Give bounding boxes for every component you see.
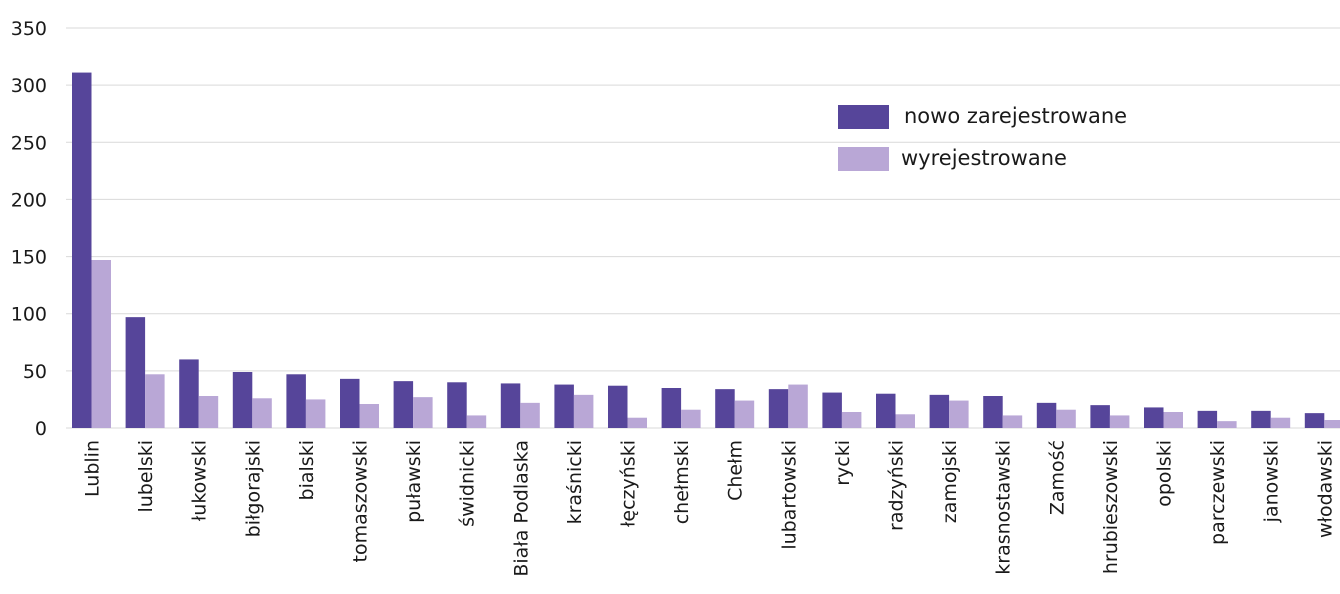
bar-wyrejestrowane — [1163, 412, 1183, 428]
x-category-label: hrubieszowski — [1100, 440, 1122, 574]
y-axis-ticks: 0 50 100 150 200 250 300 350 — [11, 18, 47, 440]
bar-nowo-zarejestrowane — [1090, 405, 1110, 428]
legend: nowo zarejestrowane wyrejestrowane — [838, 104, 1127, 171]
bar-wyrejestrowane — [1217, 421, 1237, 428]
bar-wyrejestrowane — [1324, 420, 1340, 428]
bar-wyrejestrowane — [895, 414, 915, 428]
bar-nowo-zarejestrowane — [232, 372, 253, 428]
bar-wyrejestrowane — [145, 374, 165, 428]
bar-nowo-zarejestrowane — [1144, 407, 1164, 428]
bar-wyrejestrowane — [734, 400, 755, 428]
x-category-label: krasnostawski — [993, 440, 1015, 575]
bar-nowo-zarejestrowane — [447, 382, 467, 428]
bar-wyrejestrowane — [1056, 409, 1076, 428]
bar-wyrejestrowane — [252, 398, 272, 428]
bar-nowo-zarejestrowane — [179, 359, 199, 428]
gridlines — [66, 27, 1340, 429]
bar-nowo-zarejestrowane — [1304, 413, 1325, 428]
bar-wyrejestrowane — [681, 409, 701, 428]
x-category-label: lubartowski — [778, 440, 800, 550]
bar-wyrejestrowane — [466, 415, 487, 428]
y-tick-label: 350 — [11, 18, 47, 40]
x-category-label: Lublin — [82, 440, 104, 497]
bar-nowo-zarejestrowane — [929, 394, 950, 428]
legend-swatch — [838, 105, 889, 129]
x-category-label: biłgorajski — [242, 440, 264, 537]
y-tick-label: 50 — [23, 361, 47, 383]
bar-wyrejestrowane — [1109, 415, 1130, 428]
bar-wyrejestrowane — [1270, 417, 1291, 428]
bar-wyrejestrowane — [520, 402, 540, 428]
x-category-label: łęczyński — [618, 440, 640, 527]
bar-wyrejestrowane — [305, 399, 326, 428]
x-category-label: chełmski — [671, 440, 693, 524]
bar-wyrejestrowane — [198, 396, 219, 428]
bar-wyrejestrowane — [627, 417, 647, 428]
x-category-label: opolski — [1154, 440, 1176, 507]
bar-nowo-zarejestrowane — [768, 389, 789, 428]
x-category-label: janowski — [1261, 440, 1283, 523]
bar-wyrejestrowane — [91, 260, 111, 428]
bar-nowo-zarejestrowane — [1197, 410, 1218, 428]
x-category-label: zamojski — [939, 440, 961, 523]
y-tick-label: 250 — [11, 132, 47, 154]
bar-nowo-zarejestrowane — [661, 388, 682, 428]
bar-nowo-zarejestrowane — [72, 72, 92, 429]
x-category-label: lubelski — [135, 440, 157, 513]
bar-nowo-zarejestrowane — [608, 385, 628, 428]
bar-nowo-zarejestrowane — [715, 389, 735, 428]
x-category-label: rycki — [832, 440, 854, 486]
bar-nowo-zarejestrowane — [1251, 410, 1271, 428]
x-category-label: świdnicki — [457, 440, 479, 527]
bar-wyrejestrowane — [413, 397, 433, 428]
bar-nowo-zarejestrowane — [554, 384, 574, 428]
bars — [72, 72, 1340, 429]
y-tick-label: 150 — [11, 247, 47, 269]
bar-wyrejestrowane — [788, 384, 808, 428]
bar-nowo-zarejestrowane — [125, 317, 146, 428]
bar-nowo-zarejestrowane — [876, 393, 896, 428]
x-axis-labels: Lublin lubelski łukowski biłgorajski bialski… — [82, 440, 1337, 577]
x-category-label: radzyński — [886, 440, 908, 531]
x-category-label: tomaszowski — [350, 440, 372, 562]
bar-wyrejestrowane — [1002, 415, 1023, 428]
bar-wyrejestrowane — [949, 400, 969, 428]
bar-nowo-zarejestrowane — [500, 383, 521, 428]
legend-label: nowo zarejestrowane — [904, 104, 1127, 128]
x-category-label: bialski — [296, 440, 318, 500]
bar-nowo-zarejestrowane — [340, 378, 360, 428]
y-tick-label: 100 — [11, 304, 47, 326]
bar-nowo-zarejestrowane — [286, 374, 306, 428]
x-category-label: puławski — [403, 440, 425, 523]
x-category-label: łukowski — [189, 440, 211, 521]
x-category-label: Chełm — [725, 440, 747, 501]
bar-nowo-zarejestrowane — [822, 392, 842, 428]
x-category-label: kraśnicki — [564, 440, 586, 524]
y-tick-label: 200 — [11, 189, 47, 211]
x-category-label: włodawski — [1314, 440, 1336, 538]
bar-wyrejestrowane — [841, 412, 862, 428]
bar-nowo-zarejestrowane — [983, 396, 1003, 428]
y-tick-label: 300 — [11, 75, 47, 97]
legend-swatch — [838, 147, 889, 171]
bar-wyrejestrowane — [573, 394, 594, 428]
y-tick-label: 0 — [35, 418, 47, 440]
bar-wyrejestrowane — [359, 404, 379, 428]
x-category-label: Biała Podlaska — [510, 440, 532, 577]
x-category-label: parczewski — [1207, 440, 1229, 545]
x-category-label: Zamość — [1046, 440, 1068, 515]
bar-nowo-zarejestrowane — [1036, 402, 1057, 428]
bar-nowo-zarejestrowane — [393, 381, 414, 428]
legend-label: wyrejestrowane — [901, 146, 1067, 170]
